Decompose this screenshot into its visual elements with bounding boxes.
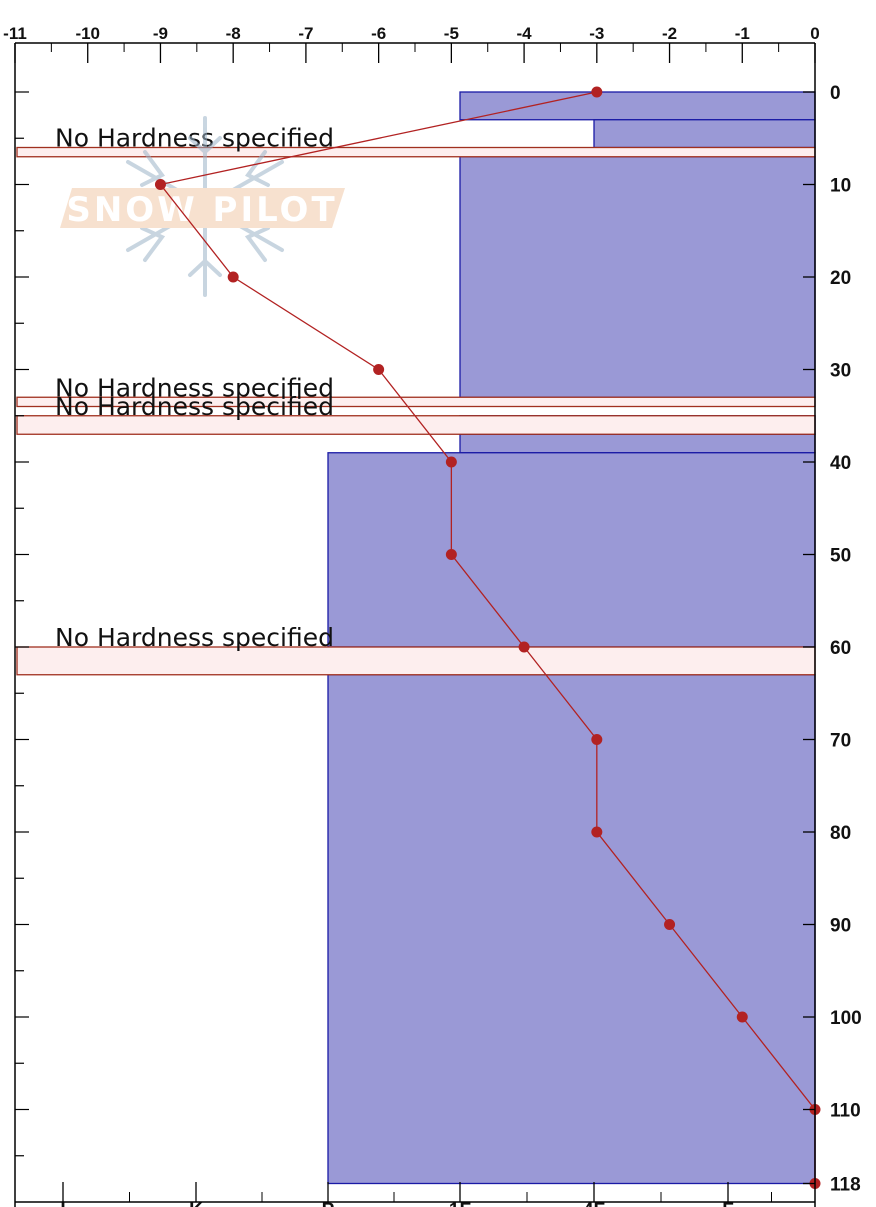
watermark-banner (60, 188, 345, 228)
temperature-point-3 (373, 364, 385, 375)
temperature-point-8 (591, 826, 603, 838)
bottom-tick-label-0: I (60, 1200, 65, 1207)
hardness-layer-4 (459, 433, 816, 454)
right-tick-label-0: 0 (830, 83, 841, 104)
temperature-point-10 (736, 1011, 748, 1023)
right-tick-label-8: 80 (830, 823, 851, 844)
right-tick-label-9: 90 (830, 916, 851, 937)
hardness-layer-2 (459, 156, 816, 398)
hardness-layer-5 (327, 452, 816, 648)
bottom-tick-label-2: P (322, 1200, 335, 1207)
top-tick-label-3: -8 (226, 24, 241, 43)
top-tick-label-2: -9 (153, 24, 168, 43)
right-tick-label-12: 118 (830, 1175, 861, 1196)
bottom-tick-label-1: K (189, 1200, 203, 1207)
right-tick-label-7: 70 (830, 731, 851, 752)
temperature-point-6 (518, 641, 530, 653)
hardness-layer-6 (327, 674, 816, 1185)
unspecified-layer-3 (16, 646, 816, 676)
right-tick-label-10: 100 (830, 1008, 862, 1029)
temperature-point-4 (445, 456, 457, 468)
bottom-tick-label-5: F (722, 1200, 734, 1207)
right-tick-label-1: 10 (830, 176, 851, 197)
top-tick-label-9: -2 (662, 24, 677, 43)
unspecified-layer-label-3: No Hardness specified (55, 623, 334, 652)
watermark-text: SNOW PILOT (66, 190, 337, 230)
right-tick-label-3: 30 (830, 361, 851, 382)
bottom-tick-label-3: 1F (449, 1200, 471, 1207)
hardness-layer-0 (459, 91, 816, 121)
top-tick-label-10: -1 (735, 24, 750, 43)
hardness-layer-1 (593, 119, 816, 149)
top-tick-label-4: -7 (298, 24, 313, 43)
bottom-tick-label-4: 4F (583, 1200, 605, 1207)
unspecified-layer-label-2: No Hardness specified (55, 392, 334, 421)
top-tick-label-1: -10 (75, 24, 100, 43)
top-tick-label-5: -6 (371, 24, 386, 43)
temperature-point-7 (591, 734, 603, 745)
top-tick-label-8: -3 (589, 24, 604, 43)
unspecified-layer-label-1: No Hardness specified (55, 373, 334, 402)
top-tick-label-7: -4 (517, 24, 533, 43)
right-tick-label-4: 40 (830, 453, 851, 474)
right-tick-label-2: 20 (830, 268, 851, 289)
right-tick-label-5: 50 (830, 546, 851, 567)
unspecified-layer-label-0: No Hardness specified (55, 124, 334, 153)
temperature-point-2 (227, 271, 239, 283)
snowpilot-watermark: SNOW PILOT (60, 116, 345, 297)
top-tick-label-6: -5 (444, 24, 459, 43)
temperature-point-1 (154, 179, 166, 190)
right-tick-label-11: 110 (830, 1101, 861, 1122)
temperature-point-9 (664, 919, 676, 930)
temperature-point-5 (445, 549, 457, 560)
top-tick-label-0: -11 (3, 24, 27, 43)
right-tick-label-6: 60 (830, 638, 851, 659)
top-tick-label-11: 0 (810, 24, 819, 43)
temperature-point-0 (591, 86, 603, 98)
axes: -11 -10 -9 -8 -7 -6 -5 -4 -3 -2 -1 0010203040506070… (3, 24, 862, 1207)
